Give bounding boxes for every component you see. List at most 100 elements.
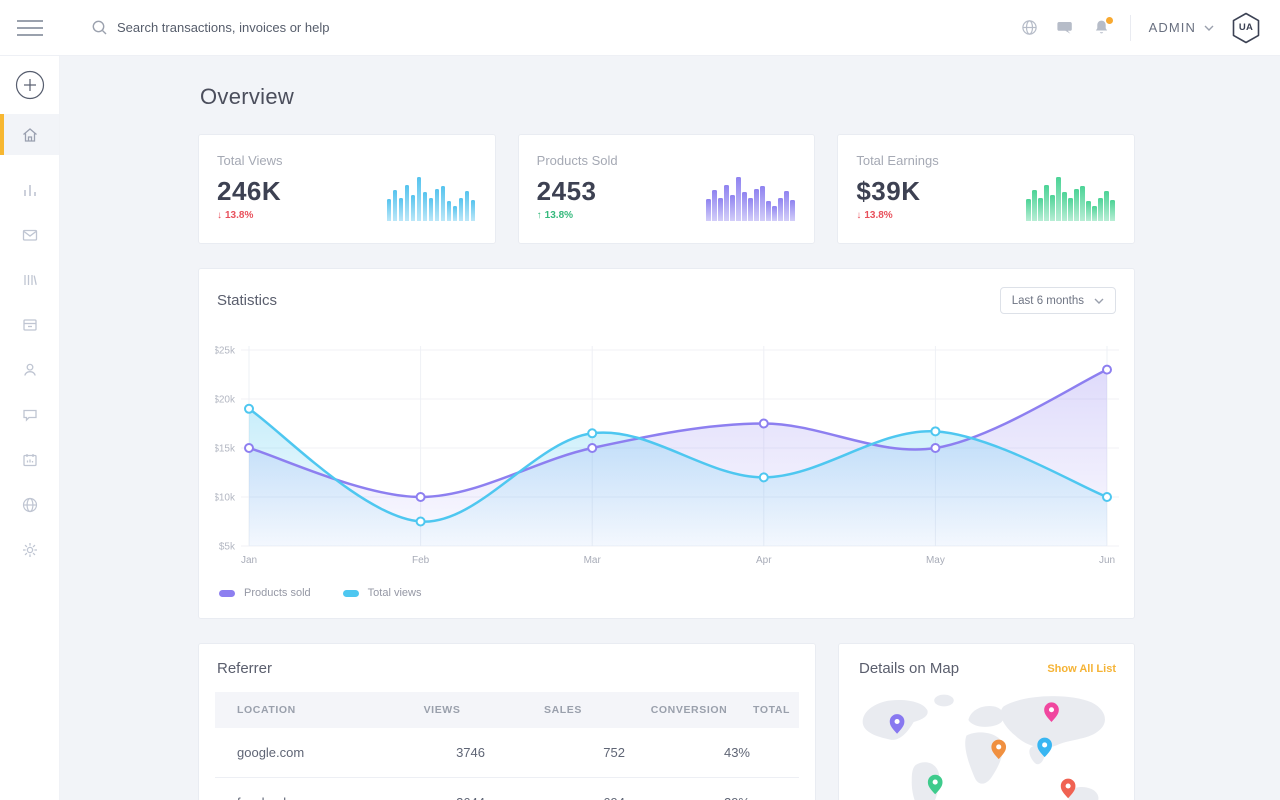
statistics-chart: $5k $10k $15k $20k $25k Jan Feb Mar Apr May Jun <box>213 342 1119 579</box>
stat-card-products-sold: Products Sold 2453 ↑ 13.8% <box>517 134 816 244</box>
svg-text:$20k: $20k <box>215 395 236 406</box>
map-pin-north-america <box>889 714 905 734</box>
plus-circle-icon <box>15 70 44 100</box>
page-title: Overview <box>200 84 295 109</box>
comment-icon <box>22 409 37 422</box>
world-map <box>857 689 1116 800</box>
stat-value: 246K <box>217 176 282 206</box>
referrer-panel: Referrer LOCATION VIEWS SALES CONVERSION… <box>198 643 816 800</box>
map-title: Details on Map <box>859 660 960 677</box>
svg-text:Feb: Feb <box>412 555 430 566</box>
user-menu[interactable]: ADMIN <box>1149 20 1214 35</box>
svg-text:Apr: Apr <box>756 555 772 566</box>
user-menu-label: ADMIN <box>1148 20 1196 35</box>
svg-text:$15k: $15k <box>215 444 236 455</box>
svg-text:Jun: Jun <box>1099 555 1115 566</box>
search-icon <box>92 20 107 35</box>
sidebar-item-home[interactable] <box>0 114 59 155</box>
svg-text:Jan: Jan <box>241 555 257 566</box>
add-button[interactable] <box>15 70 45 100</box>
mini-bar-chart <box>386 177 477 221</box>
chart-legend: Products sold Total views <box>215 579 1118 599</box>
notifications-button[interactable] <box>1084 10 1120 46</box>
language-button[interactable] <box>1012 10 1048 46</box>
sidebar-item-library[interactable] <box>0 257 59 302</box>
stat-label: Total Views <box>217 153 283 168</box>
globe-icon <box>1022 20 1037 35</box>
user-icon <box>23 363 36 376</box>
svg-text:$5k: $5k <box>219 542 236 553</box>
menu-toggle-button[interactable] <box>0 0 60 56</box>
divider <box>1129 14 1131 41</box>
sidebar-item-messages[interactable] <box>0 392 59 437</box>
map-pin-middle-east <box>991 739 1007 760</box>
svg-text:Mar: Mar <box>584 555 602 566</box>
bell-icon <box>1096 20 1108 34</box>
stat-cards-row: Total Views 246K ↓ 13.8% Products Sold 2… <box>198 134 1136 244</box>
legend-item-total-views: Total views <box>342 587 421 599</box>
stat-value: $39K <box>856 176 921 206</box>
topbar-actions: ADMIN UA <box>1012 10 1264 46</box>
topbar: ADMIN UA <box>0 0 1280 56</box>
stat-card-total-views: Total Views 246K ↓ 13.8% <box>198 134 496 244</box>
svg-text:May: May <box>926 555 945 566</box>
chevron-down-icon <box>1204 25 1214 31</box>
home-icon <box>22 127 37 142</box>
bottom-row: Referrer LOCATION VIEWS SALES CONVERSION… <box>198 643 1135 800</box>
search-input[interactable] <box>117 20 537 35</box>
logo-text: UA <box>1238 22 1254 33</box>
arrow-up-icon: ↑ <box>536 210 542 221</box>
hexagon-logo-icon <box>1232 12 1260 43</box>
referrer-title: Referrer <box>217 660 273 677</box>
app-logo[interactable]: UA <box>1228 10 1264 46</box>
mini-bar-chart <box>706 177 796 221</box>
statistics-title: Statistics <box>217 292 278 309</box>
sidebar-item-analytics[interactable] <box>0 167 59 212</box>
messages-button[interactable] <box>1048 10 1084 46</box>
svg-text:$10k: $10k <box>215 493 236 504</box>
table-row: facebook.com 2644 694 29% <box>215 778 799 800</box>
sidebar-item-settings[interactable] <box>0 527 59 572</box>
map-pin-russia <box>1044 702 1059 722</box>
mail-icon <box>22 229 37 241</box>
stat-delta: ↓ 13.8% <box>856 210 893 221</box>
legend-swatch <box>219 589 235 597</box>
chevron-down-icon <box>1094 298 1104 304</box>
main-content: Overview Total Views 246K ↓ 13.8% Produc… <box>60 56 1280 800</box>
world-icon <box>22 497 37 512</box>
show-all-list-link[interactable]: Show All List <box>1047 662 1116 675</box>
svg-text:$25k: $25k <box>215 346 236 357</box>
sidebar-item-world[interactable] <box>0 482 59 527</box>
sidebar-item-calendar[interactable] <box>0 437 59 482</box>
table-header: LOCATION VIEWS SALES CONVERSION TOTAL <box>215 692 799 728</box>
search-bar <box>92 20 1012 35</box>
chat-icon <box>1057 21 1072 34</box>
map-pin-central-asia <box>1037 737 1052 758</box>
legend-item-products-sold: Products sold <box>219 587 311 599</box>
range-select[interactable]: Last 6 months <box>999 287 1116 314</box>
mini-bar-chart <box>1026 177 1116 221</box>
bar-chart-icon <box>23 184 36 196</box>
table-row: google.com 3746 752 43% <box>215 728 799 778</box>
stat-delta: ↓ 13.8% <box>217 210 254 221</box>
arrow-down-icon: ↓ <box>856 210 862 221</box>
map-pin-australia <box>1060 778 1076 799</box>
stat-label: Total Earnings <box>856 153 939 168</box>
gear-icon <box>22 542 37 557</box>
stat-delta: ↑ 13.8% <box>536 210 574 221</box>
range-select-value: Last 6 months <box>1011 294 1084 307</box>
map-pin-south-america <box>927 774 943 795</box>
arrow-down-icon: ↓ <box>217 210 222 221</box>
stat-label: Products Sold <box>536 153 618 168</box>
calendar-icon <box>22 453 37 466</box>
stat-value: 2453 <box>536 176 597 206</box>
archive-icon <box>22 318 37 331</box>
sidebar-item-invoices[interactable] <box>0 302 59 347</box>
referrer-table: LOCATION VIEWS SALES CONVERSION TOTAL go… <box>215 692 799 800</box>
sidebar-nav <box>0 114 59 572</box>
sidebar-item-profile[interactable] <box>0 347 59 392</box>
statistics-panel: Statistics Last 6 months $5k $10k $15k $20k… <box>198 268 1135 619</box>
sidebar <box>0 56 60 800</box>
sidebar-item-mail[interactable] <box>0 212 59 257</box>
notification-badge <box>1105 16 1113 24</box>
